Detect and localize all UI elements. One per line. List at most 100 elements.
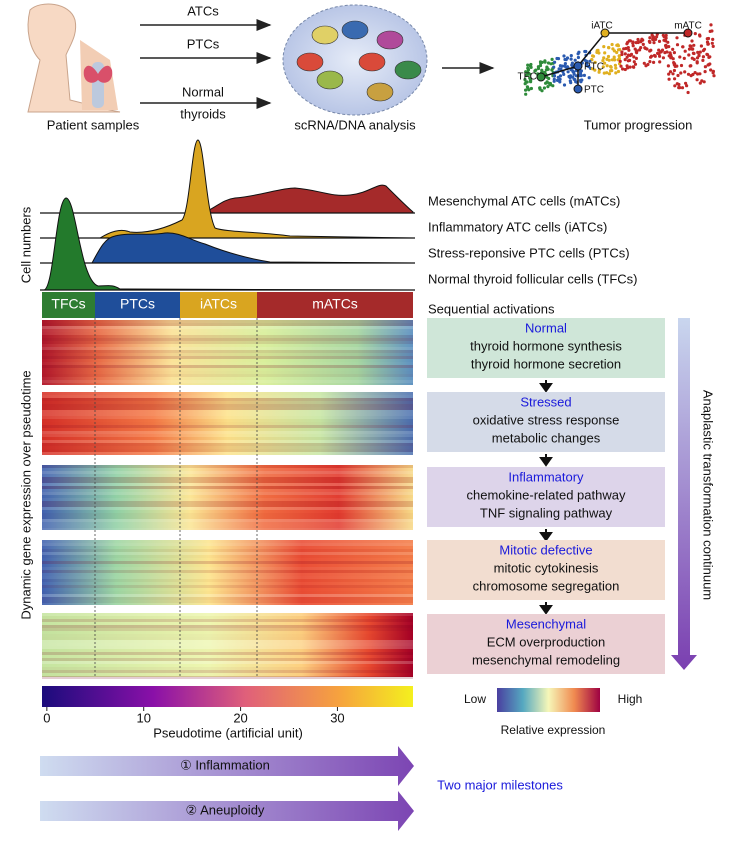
heatmap-row — [42, 564, 413, 567]
umap-point — [703, 70, 707, 74]
step-item: mitotic cytokinesis — [494, 560, 599, 575]
patient-head — [27, 3, 121, 113]
node-label: iATC — [591, 21, 612, 32]
cell — [311, 25, 339, 45]
umap-point — [605, 64, 609, 68]
step-box — [427, 392, 665, 452]
axis-label: Pseudotime (artificial unit) — [153, 725, 303, 740]
umap-point — [607, 72, 612, 76]
umap-point — [666, 64, 671, 68]
step-item: thyroid hormone synthesis — [470, 338, 622, 353]
umap-point — [603, 61, 607, 65]
umap-point — [701, 55, 706, 59]
umap-point — [569, 54, 573, 58]
heatmap-row — [42, 637, 413, 640]
umap-point — [587, 76, 591, 80]
group-band — [180, 292, 257, 318]
heatmap-row — [42, 579, 413, 582]
node-label: mATC — [674, 21, 702, 32]
continuum-arrow — [671, 318, 697, 670]
tick-label: 20 — [233, 710, 247, 725]
step-item: oxidative stress response — [473, 412, 620, 427]
umap-point — [588, 59, 592, 63]
umap-point — [683, 70, 687, 74]
umap-point — [711, 69, 716, 73]
heatmap-row — [42, 513, 413, 516]
cell — [366, 82, 394, 102]
umap-point — [558, 77, 562, 81]
heatmap-row — [42, 428, 413, 431]
umap-point — [632, 55, 636, 59]
umap-point — [671, 47, 675, 52]
umap-point — [706, 36, 711, 41]
step-arrow — [539, 454, 553, 467]
umap-point — [706, 42, 710, 46]
scale-label: Low — [464, 692, 486, 706]
heatmap-row — [42, 501, 413, 504]
heatmap-row — [42, 477, 413, 480]
umap-point — [647, 39, 652, 44]
umap-point — [526, 63, 530, 67]
umap-point — [679, 63, 684, 68]
umap-point — [626, 66, 630, 70]
heatmap-row — [42, 594, 413, 597]
heatmap-row — [42, 335, 413, 338]
umap-point — [632, 60, 636, 64]
heatmap-row — [42, 431, 413, 434]
density-ridge — [43, 197, 414, 291]
umap-point — [698, 72, 702, 76]
umap-point — [631, 41, 635, 45]
heatmap-row — [42, 483, 413, 486]
heatmap-row — [42, 570, 413, 573]
density-ridge — [199, 184, 414, 214]
umap-point — [628, 65, 632, 69]
umap-point — [662, 38, 666, 42]
umap-point — [539, 61, 543, 65]
umap-point — [712, 74, 716, 78]
umap-point — [711, 44, 715, 49]
umap-point — [657, 39, 662, 44]
umap-point — [569, 81, 573, 85]
umap-point — [552, 74, 557, 78]
umap-point — [602, 71, 606, 75]
umap-point — [625, 42, 629, 46]
umap-point — [621, 67, 625, 71]
group-band — [95, 292, 180, 318]
umap-point — [696, 72, 700, 76]
heatmap-row — [42, 320, 413, 323]
umap-point — [645, 47, 649, 51]
heatmap-row — [42, 591, 413, 594]
umap-point — [548, 83, 553, 87]
umap-point — [529, 86, 534, 91]
heatmap-row — [42, 326, 413, 329]
umap-point — [610, 42, 614, 47]
heatmap-row — [42, 628, 413, 631]
umap-point — [578, 71, 583, 75]
stage-label: Patient samples — [47, 117, 140, 132]
heatmap-row — [42, 582, 413, 585]
heatmap-row — [42, 585, 413, 588]
umap-point — [632, 65, 636, 69]
umap-point — [568, 75, 572, 80]
umap-point — [648, 36, 652, 40]
node-label: TFC — [518, 72, 537, 83]
umap-point — [689, 44, 693, 49]
trajectory-node — [573, 61, 583, 71]
step-name: Mitotic defective — [499, 542, 592, 557]
umap-point — [686, 90, 690, 95]
umap-point — [555, 56, 559, 61]
density-legend: Stress-reponsive PTC cells (PTCs) — [428, 245, 630, 260]
heatmap-row — [42, 422, 413, 425]
heatmap-row — [42, 419, 413, 422]
umap-point — [536, 66, 541, 71]
umap-point — [652, 60, 656, 64]
umap-point — [631, 44, 635, 48]
umap-point — [702, 80, 706, 84]
heatmap-row — [42, 676, 413, 679]
umap-point — [686, 72, 691, 76]
umap-point — [578, 78, 583, 82]
heatmap-row — [42, 365, 413, 368]
umap-point — [627, 39, 632, 43]
umap-point — [709, 23, 713, 27]
cell — [394, 60, 422, 80]
